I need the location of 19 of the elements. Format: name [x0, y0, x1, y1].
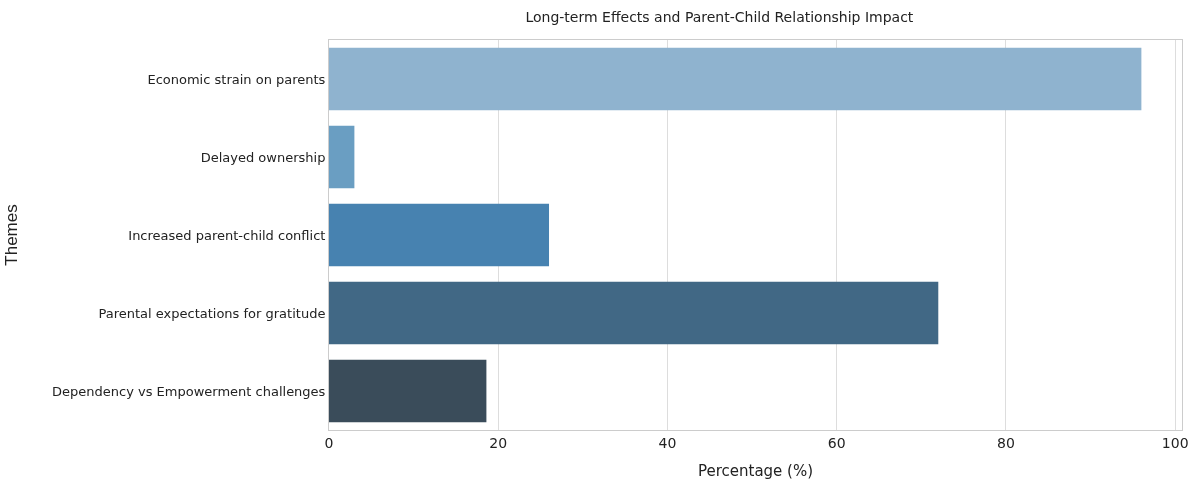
x-tick-label: 40 [658, 434, 677, 451]
bar [329, 203, 550, 267]
bar [329, 47, 1142, 111]
bar [329, 359, 487, 423]
y-tick-label: Increased parent-child conflict [128, 227, 326, 243]
x-tick-label: 60 [827, 434, 846, 451]
x-tick-label: 0 [324, 434, 334, 451]
x-tick-label: 100 [1161, 434, 1189, 451]
x-axis-title: Percentage (%) [697, 461, 814, 480]
y-tick-label: Parental expectations for gratitude [98, 305, 326, 321]
y-tick-label: Dependency vs Empowerment challenges [52, 383, 326, 399]
chart-title: Long-term Effects and Parent-Child Relationship Impact [525, 8, 914, 25]
y-tick-label: Economic strain on parents [147, 71, 326, 87]
x-tick-label: 80 [997, 434, 1015, 451]
bar [329, 125, 355, 189]
bar [329, 281, 939, 345]
x-tick-label: 20 [489, 434, 508, 451]
y-tick-label: Delayed ownership [200, 149, 326, 165]
y-axis-title: Themes [1, 204, 21, 266]
